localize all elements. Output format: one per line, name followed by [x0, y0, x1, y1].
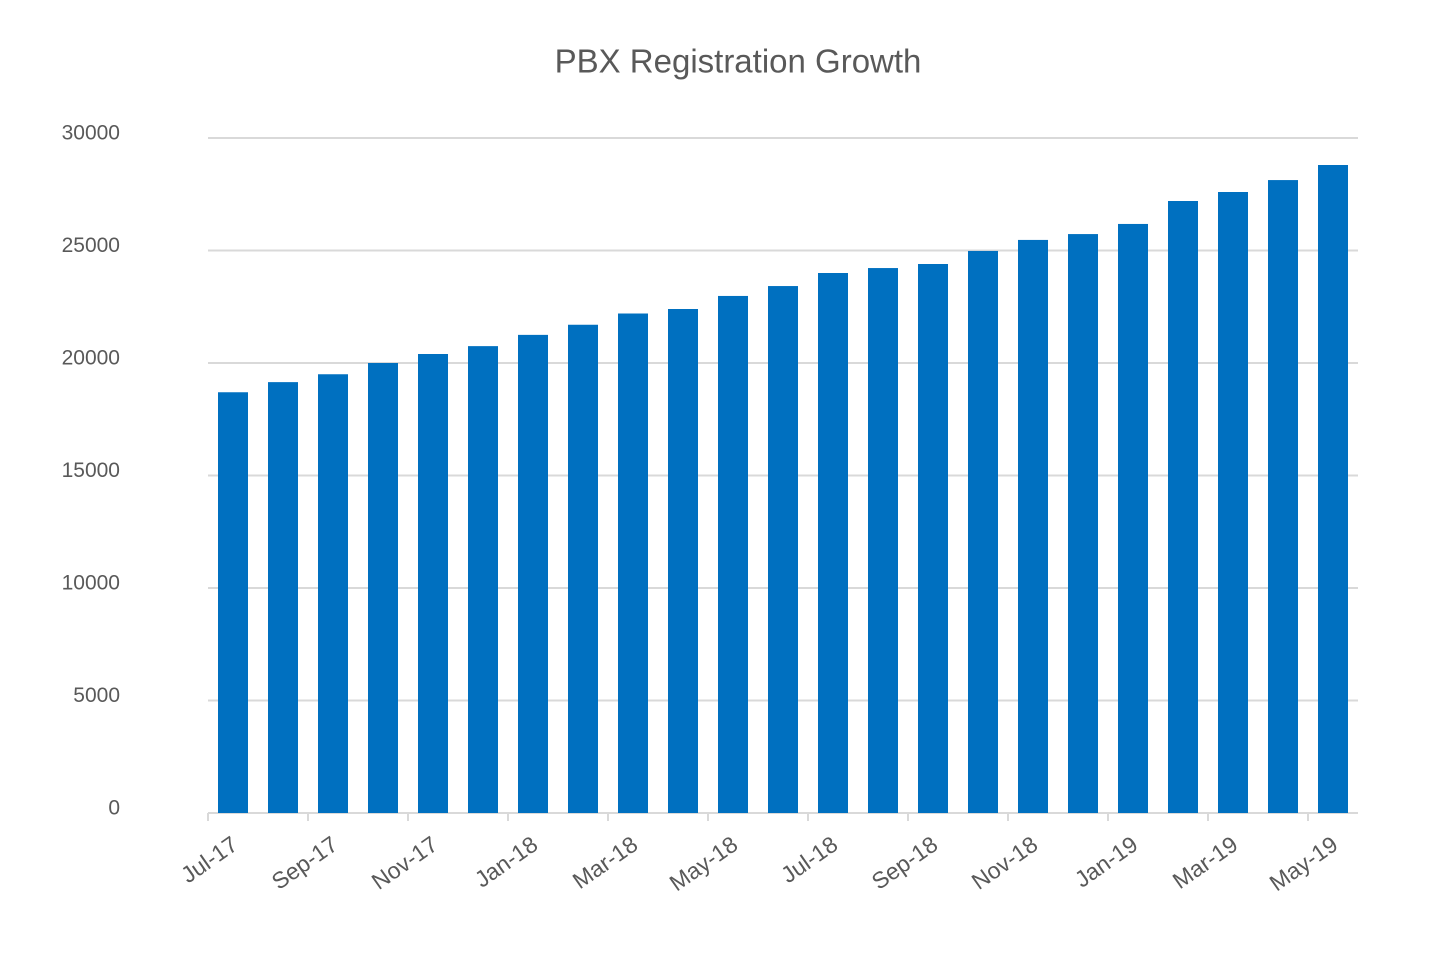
bar	[1168, 201, 1198, 813]
bar	[1268, 180, 1298, 813]
bar	[1318, 165, 1348, 813]
x-tick-label: Nov-18	[967, 831, 1043, 895]
bar	[918, 264, 948, 813]
bar	[1018, 239, 1048, 814]
bar	[1068, 234, 1098, 813]
bar	[1118, 223, 1148, 813]
x-tick-label: Sep-17	[267, 831, 343, 895]
bar	[518, 334, 548, 813]
x-tick-label: Jul-18	[776, 831, 842, 888]
x-tick-label: Mar-18	[568, 831, 643, 894]
x-tick-label: Nov-17	[367, 831, 443, 895]
bar	[718, 295, 748, 813]
x-tick-label: Mar-19	[1168, 831, 1243, 894]
x-tick-label: Jan-18	[470, 831, 543, 893]
bar	[768, 286, 798, 813]
bar	[1218, 192, 1248, 813]
bar	[968, 250, 998, 813]
y-tick-label: 20000	[62, 347, 120, 370]
bar	[318, 374, 348, 813]
bar	[368, 363, 398, 813]
y-tick-label: 10000	[62, 572, 120, 595]
bar	[618, 313, 648, 813]
bar	[268, 382, 298, 813]
x-tick-label: May-18	[665, 831, 743, 896]
y-tick-label: 25000	[62, 234, 120, 257]
y-tick-label: 5000	[73, 684, 120, 707]
x-tick-label: Jan-19	[1070, 831, 1143, 893]
y-tick-label: 0	[108, 797, 120, 820]
x-tick-label: Jul-17	[176, 831, 242, 888]
x-tick-label: May-19	[1265, 831, 1343, 896]
y-tick-label: 30000	[62, 122, 120, 145]
x-tick-label: Sep-18	[867, 831, 943, 895]
chart-title: PBX Registration Growth	[555, 43, 922, 80]
bar	[818, 273, 848, 813]
bar	[218, 392, 248, 813]
bar	[868, 268, 898, 813]
bar	[568, 324, 598, 813]
bar	[418, 354, 448, 813]
bar	[468, 346, 498, 813]
bar	[668, 309, 698, 813]
y-tick-label: 15000	[62, 459, 120, 482]
